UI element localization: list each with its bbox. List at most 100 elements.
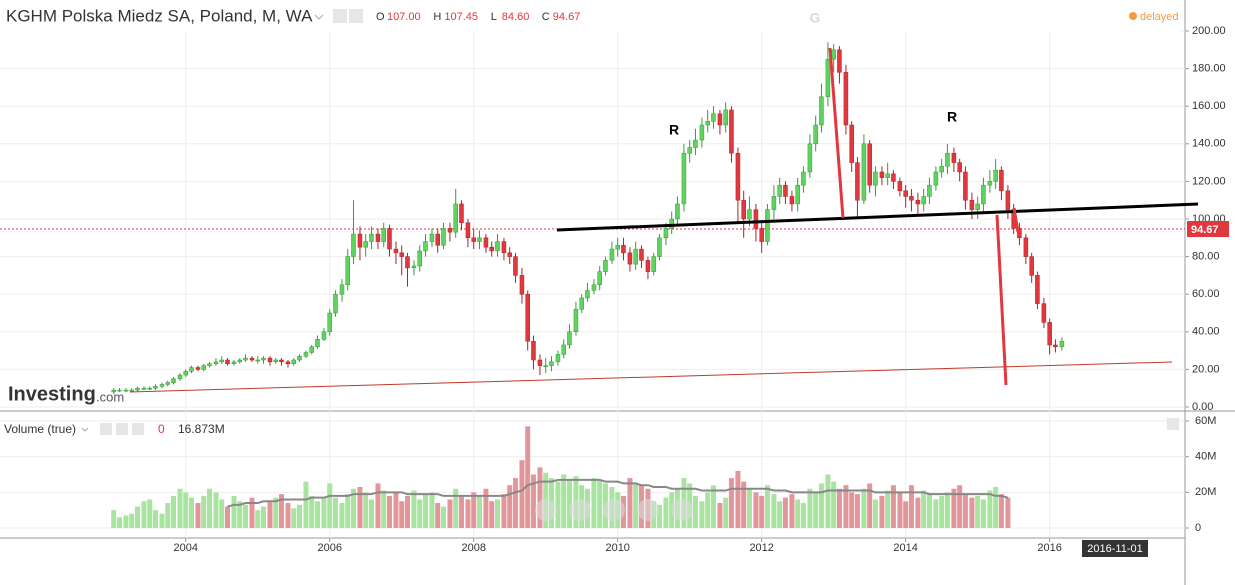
candle-body (765, 209, 770, 242)
volume-bar (285, 503, 291, 528)
volume-bar (303, 481, 309, 528)
icon-button[interactable] (132, 423, 144, 435)
volume-bar (411, 490, 417, 528)
icon-button[interactable] (349, 9, 363, 23)
volume-bar (633, 483, 639, 528)
candle-body (513, 256, 518, 276)
volume-bar (260, 506, 266, 528)
volume-bar (458, 495, 464, 528)
icon-button[interactable] (116, 423, 128, 435)
volume-bar (494, 499, 500, 528)
y2-tick-label: 60M (1195, 415, 1216, 427)
volume-bar (483, 488, 489, 528)
y-tick-label: 140.00 (1192, 138, 1226, 150)
candle-body (597, 271, 602, 286)
volume-bar (728, 478, 734, 528)
candle-body (831, 49, 836, 60)
candle-body (495, 241, 500, 252)
candle-body (249, 357, 255, 361)
volume-bar (507, 485, 513, 528)
icon-button[interactable] (1167, 418, 1179, 430)
candle-body (237, 359, 242, 363)
candle-body (321, 331, 327, 340)
candle-body (885, 173, 890, 178)
volume-bar (201, 495, 207, 528)
nav-button[interactable] (637, 499, 659, 521)
logo-suffix: .com (96, 389, 124, 404)
nav-button[interactable] (671, 499, 693, 521)
candle-body (681, 152, 687, 205)
candle-body (615, 245, 620, 250)
candle-body (1005, 190, 1011, 210)
candle-body (309, 346, 314, 353)
candle-body (243, 357, 248, 361)
volume-bar (735, 470, 741, 528)
volume-bar (807, 488, 813, 528)
volume-bar (123, 515, 129, 528)
candle-body (909, 196, 914, 201)
y-tick-label: 0.00 (1192, 401, 1213, 413)
last-price-box (1187, 221, 1229, 238)
candle-body (987, 181, 993, 186)
volume-bar (339, 503, 345, 528)
volume-bar (386, 495, 392, 528)
candle-body (693, 139, 698, 148)
candle-body (363, 241, 368, 248)
candle-body (771, 196, 777, 210)
volume-bar (213, 492, 219, 528)
volume-title: Volume (true) (4, 422, 76, 436)
header-bg (0, 0, 1180, 32)
volume-bar (231, 495, 237, 528)
candle-body (939, 166, 944, 173)
dropdown-icon[interactable] (81, 427, 89, 432)
nav-button[interactable] (603, 499, 625, 521)
candle-body (603, 260, 608, 272)
volume-bar (165, 503, 171, 528)
volume-bar (404, 495, 410, 528)
volume-bar (764, 485, 770, 528)
nav-button[interactable] (535, 499, 557, 521)
candle-body (945, 152, 950, 167)
volume-bar (512, 478, 518, 528)
candle-body (1041, 303, 1047, 323)
candle-body (711, 113, 716, 122)
candle-body (165, 382, 170, 385)
volume-bar (147, 499, 153, 528)
candle-body (315, 339, 320, 348)
candle-body (447, 228, 453, 233)
volume-bar (195, 503, 201, 528)
y-tick-label: 120.00 (1192, 175, 1226, 187)
marks: 94.67 (0, 42, 1229, 528)
nav-button[interactable] (569, 499, 591, 521)
drawn-line (828, 47, 845, 219)
volume-bar (399, 501, 405, 528)
y-tick-label: 60.00 (1192, 288, 1220, 300)
candle-body (753, 209, 759, 229)
volume-bar (566, 479, 572, 528)
icon-button[interactable] (100, 423, 112, 435)
y-tick-label: 200.00 (1192, 25, 1226, 37)
candle-body (777, 184, 782, 197)
icon-button[interactable] (333, 9, 347, 23)
volume-bar (789, 494, 795, 528)
candle-body (219, 359, 224, 363)
candle-body (279, 359, 284, 363)
candle-body (963, 171, 968, 201)
candle-body (993, 169, 998, 182)
volume-bar (219, 499, 225, 528)
candle-body (735, 152, 741, 201)
volume-bar (771, 494, 777, 528)
dropdown-icon[interactable] (314, 14, 324, 20)
candle-body (123, 389, 129, 392)
volume-bar (453, 488, 459, 528)
volume-bar (890, 485, 896, 528)
candle-body (195, 367, 201, 370)
volume-bar (836, 488, 842, 528)
ohlc-value: 107.45 (444, 11, 478, 23)
volume-bar (987, 490, 993, 528)
volume-bar (135, 506, 141, 528)
candle-body (423, 241, 428, 252)
candle-body (627, 252, 633, 265)
volume-bar (723, 497, 729, 528)
volume-bar (957, 485, 963, 528)
